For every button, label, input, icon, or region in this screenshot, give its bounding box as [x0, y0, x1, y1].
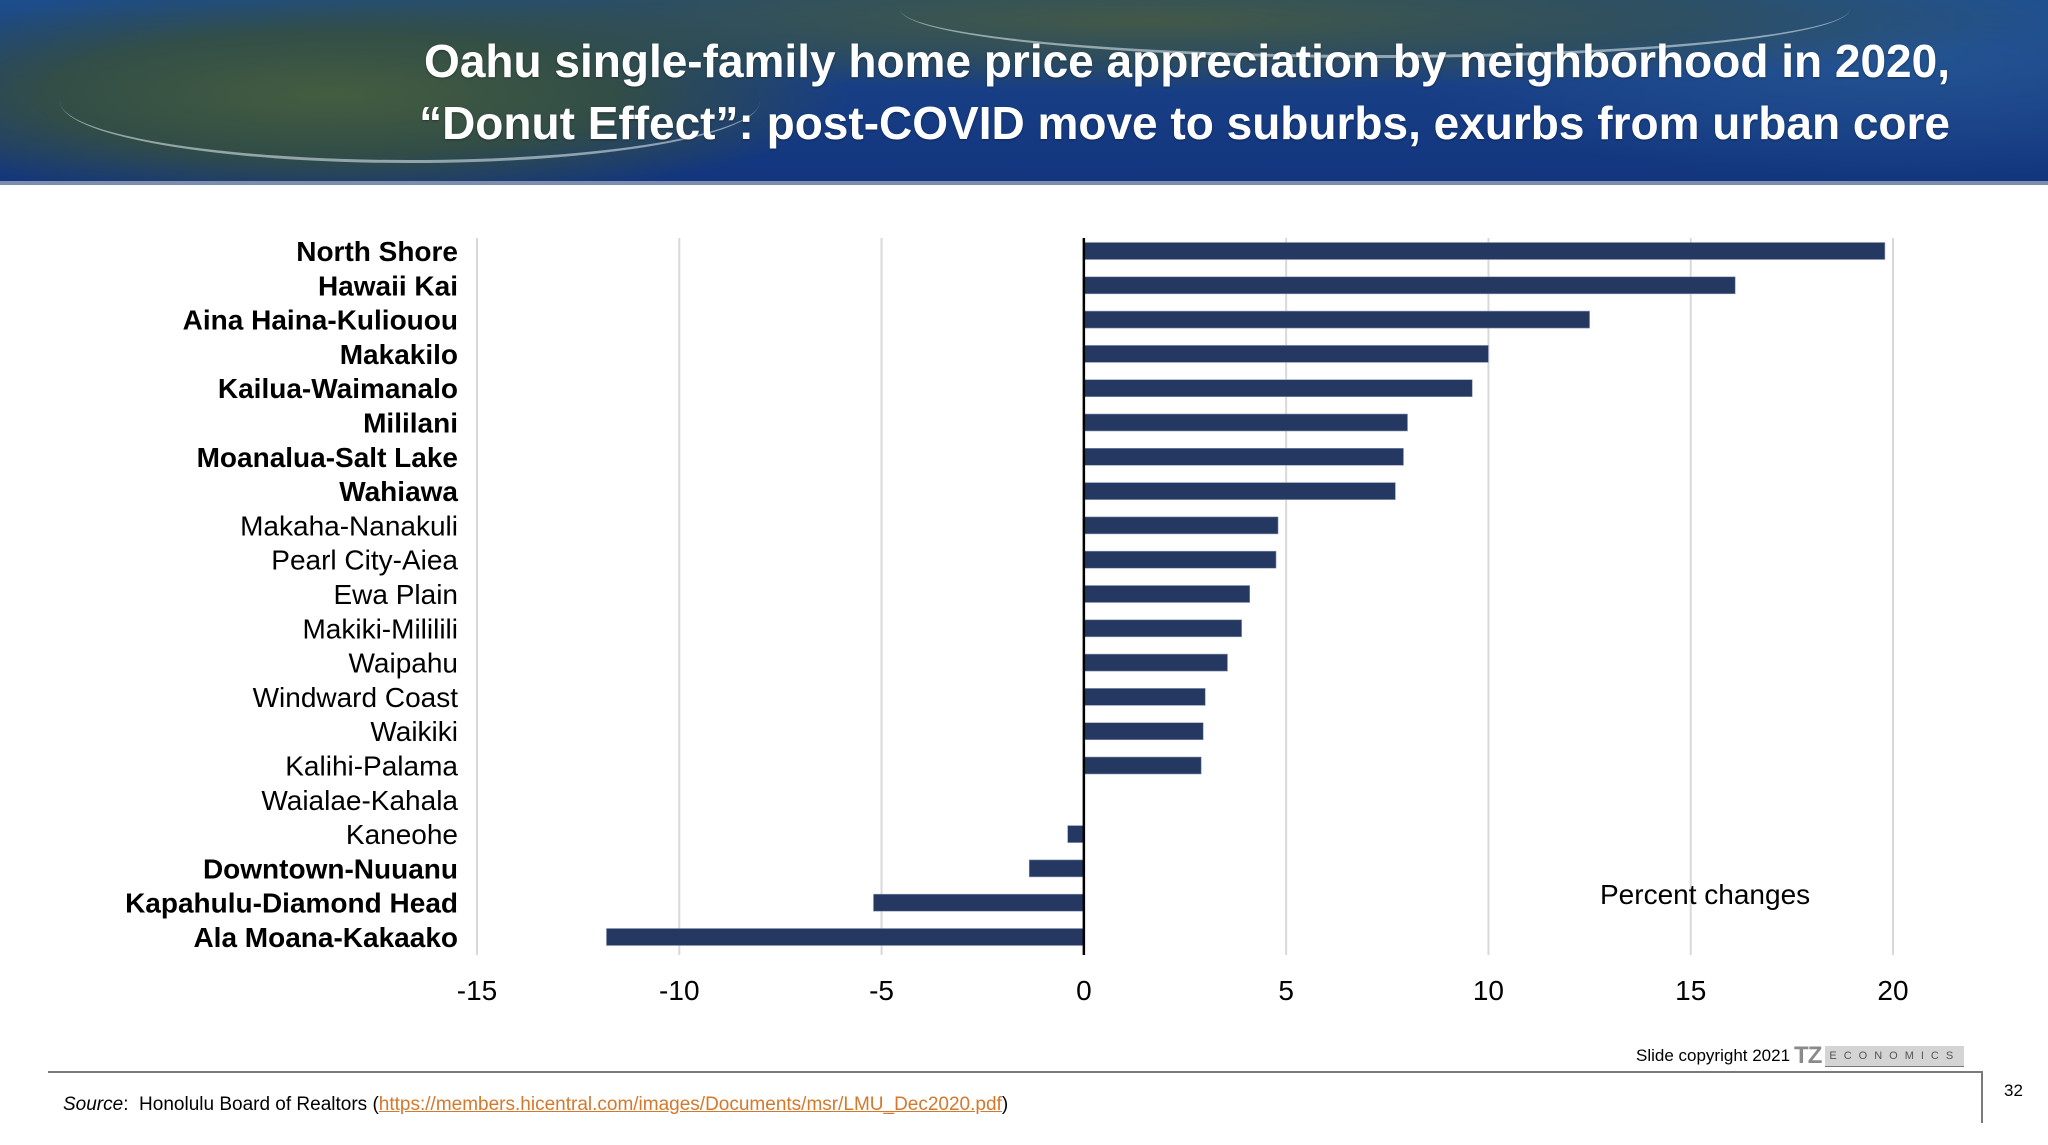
source-citation: Source: Honolulu Board of Realtors (http…: [63, 1094, 1008, 1116]
bar: [606, 928, 1085, 946]
bars: [606, 242, 1886, 946]
category-label: Makaha-Nanakuli: [240, 510, 458, 541]
bar: [1083, 413, 1408, 432]
x-tick-labels: -15 -10 -5 0 5 10 15 20: [457, 975, 1909, 1006]
copyright-notice: Slide copyright 2021 TZ ECONOMICS: [1636, 1042, 1965, 1069]
category-label: Kapahulu-Diamond Head: [125, 888, 458, 919]
footer-divider: [48, 1071, 1982, 1073]
header-coastline-decoration-2: [900, 0, 1850, 58]
category-label: Mililani: [363, 408, 458, 439]
category-label: Downtown-Nuuanu: [203, 853, 458, 884]
bar: [1083, 653, 1228, 672]
bar: [1083, 516, 1279, 535]
bar: [1083, 550, 1277, 569]
category-label: Waialae-Kahala: [261, 785, 458, 816]
source-label: Source: [63, 1094, 124, 1115]
bar: [1083, 585, 1251, 603]
source-separator: :: [123, 1094, 140, 1115]
category-label: Wahiawa: [339, 476, 458, 507]
category-label: Waipahu: [349, 648, 458, 679]
category-label: Aina Haina-Kuliouou: [183, 305, 458, 336]
bar: [1083, 345, 1489, 363]
bar: [1083, 242, 1886, 260]
header-bottom-edge: [0, 181, 2048, 185]
x-tick-label: 20: [1877, 975, 1908, 1006]
bar: [1083, 722, 1204, 741]
category-label: Kailua-Waimanalo: [218, 373, 458, 404]
x-tick-label: 15: [1675, 975, 1706, 1006]
category-label: North Shore: [296, 236, 458, 267]
bar: [1067, 825, 1085, 843]
bar: [1083, 447, 1404, 466]
bar: [1028, 859, 1085, 878]
category-label: Moanalua-Salt Lake: [197, 442, 458, 473]
x-tick-label: 5: [1278, 975, 1294, 1006]
x-tick-label: 10: [1473, 975, 1504, 1006]
source-link[interactable]: https://members.hicentral.com/images/Doc…: [378, 1094, 1002, 1115]
slide-title-line-1: Oahu single-family home price appreciati…: [424, 35, 1950, 87]
category-label: Hawaii Kai: [318, 270, 458, 301]
category-label: Ewa Plain: [333, 579, 458, 610]
bar: [1083, 688, 1206, 706]
page-number: 32: [2004, 1081, 2023, 1100]
percent-changes-annotation: Percent changes: [1600, 879, 1810, 910]
x-tick-label: -10: [659, 975, 699, 1006]
bar: [1083, 276, 1736, 295]
bar: [1083, 310, 1590, 329]
category-label: Kalihi-Palama: [285, 751, 458, 782]
bar: [1083, 619, 1242, 638]
category-label: Ala Moana-Kakaako: [193, 922, 458, 953]
source-text: Honolulu Board of Realtors (: [139, 1094, 379, 1115]
copyright-text: Slide copyright 2021: [1636, 1046, 1791, 1065]
bar: [873, 893, 1085, 912]
category-label: Makiki-Mililili: [302, 613, 458, 644]
x-tick-label: 0: [1076, 975, 1092, 1006]
source-close-paren: ): [1001, 1094, 1009, 1115]
tz-logo: TZ: [1794, 1042, 1822, 1069]
header-coastline-decoration: [60, 40, 760, 163]
category-label: Kaneohe: [346, 819, 458, 850]
slide-title-line-2: “Donut Effect”: post-COVID move to subur…: [419, 97, 1950, 149]
bar: [1083, 756, 1202, 775]
x-tick-label: -5: [869, 975, 894, 1006]
slide-title: Oahu single-family home price appreciati…: [419, 30, 1950, 154]
footer-vertical-divider: [1981, 1071, 1983, 1123]
category-label: Makakilo: [340, 339, 458, 370]
x-tick-label: -15: [457, 975, 497, 1006]
category-label: Windward Coast: [253, 682, 459, 713]
bar: [1083, 482, 1396, 500]
category-label: Waikiki: [370, 716, 458, 747]
category-label: Pearl City-Aiea: [271, 545, 458, 576]
header-banner: Oahu single-family home price appreciati…: [0, 0, 2048, 185]
economics-logo: ECONOMICS: [1825, 1045, 1965, 1067]
bar: [1083, 379, 1473, 398]
